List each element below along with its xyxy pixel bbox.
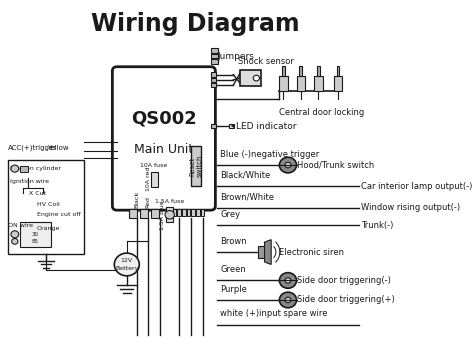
- Bar: [337, 66, 339, 76]
- Bar: [317, 66, 320, 76]
- Bar: [19, 166, 28, 172]
- Bar: [211, 48, 218, 53]
- Text: 1.5A fuse: 1.5A fuse: [155, 199, 184, 204]
- Text: Brown/White: Brown/White: [220, 192, 274, 201]
- Text: Main Unit: Main Unit: [134, 143, 193, 156]
- Bar: [211, 72, 216, 77]
- Bar: [191, 209, 195, 216]
- Text: ON wire: ON wire: [8, 223, 33, 228]
- Text: Reset
switch: Reset switch: [190, 155, 202, 177]
- Text: 12V: 12V: [121, 258, 133, 263]
- Bar: [240, 70, 262, 86]
- Text: Hood/Trunk switch: Hood/Trunk switch: [297, 160, 374, 170]
- Circle shape: [279, 292, 297, 308]
- Bar: [151, 172, 158, 187]
- Text: LED indicator: LED indicator: [236, 121, 297, 131]
- Bar: [177, 209, 181, 216]
- Text: Blue (-)negative trigger: Blue (-)negative trigger: [220, 150, 319, 159]
- Text: Green: Green: [220, 265, 246, 274]
- Text: 85: 85: [32, 239, 38, 244]
- Text: Engine cut off: Engine cut off: [37, 212, 81, 217]
- Text: Black: Black: [135, 191, 140, 208]
- Circle shape: [253, 75, 259, 81]
- Bar: [140, 209, 148, 218]
- Bar: [166, 207, 173, 222]
- Bar: [211, 124, 216, 128]
- Text: Wiring Diagram: Wiring Diagram: [91, 12, 300, 37]
- Text: Orange: Orange: [37, 226, 61, 231]
- Circle shape: [285, 278, 291, 283]
- Text: Central door locking: Central door locking: [279, 108, 364, 117]
- Circle shape: [114, 253, 139, 276]
- Bar: [282, 66, 284, 76]
- Text: Car interior lamp output(-): Car interior lamp output(-): [361, 182, 472, 191]
- Circle shape: [11, 231, 19, 238]
- Text: X Cut: X Cut: [29, 191, 46, 196]
- Circle shape: [285, 162, 291, 168]
- Bar: [129, 209, 137, 218]
- Text: HV Coil: HV Coil: [37, 202, 60, 207]
- Circle shape: [165, 211, 174, 219]
- Text: Electronic siren: Electronic siren: [279, 247, 344, 257]
- Bar: [279, 76, 288, 91]
- Circle shape: [279, 157, 297, 173]
- Text: 10A red: 10A red: [146, 167, 151, 191]
- Bar: [211, 59, 218, 64]
- Bar: [229, 124, 234, 128]
- Polygon shape: [231, 125, 234, 127]
- Text: Trunk(-): Trunk(-): [361, 221, 393, 230]
- Bar: [173, 209, 176, 216]
- Bar: [211, 78, 216, 82]
- Text: 10A fuse: 10A fuse: [140, 163, 168, 168]
- Circle shape: [11, 165, 19, 172]
- Circle shape: [279, 273, 297, 288]
- Bar: [314, 76, 323, 91]
- Circle shape: [285, 297, 291, 303]
- Text: 30: 30: [32, 232, 38, 237]
- Text: Brown: Brown: [220, 237, 247, 246]
- Text: white (+)input spare wire: white (+)input spare wire: [220, 310, 328, 318]
- Bar: [196, 209, 200, 216]
- Text: 1.5A blue: 1.5A blue: [160, 200, 165, 230]
- Bar: [191, 146, 201, 186]
- Text: ACC(+)trigger: ACC(+)trigger: [8, 144, 57, 151]
- Text: Ignition wire: Ignition wire: [10, 179, 49, 184]
- Bar: [297, 76, 305, 91]
- FancyBboxPatch shape: [112, 67, 215, 210]
- Text: Jumpers: Jumpers: [217, 51, 254, 61]
- Text: Purple: Purple: [220, 285, 247, 294]
- Bar: [334, 76, 342, 91]
- Bar: [201, 209, 204, 216]
- Bar: [182, 209, 186, 216]
- Bar: [8, 160, 84, 254]
- Bar: [211, 83, 216, 87]
- Text: Black/White: Black/White: [220, 171, 271, 180]
- Bar: [19, 222, 51, 247]
- Text: Red: Red: [146, 196, 151, 208]
- Circle shape: [12, 239, 18, 244]
- Bar: [257, 246, 264, 258]
- Text: Grey: Grey: [220, 210, 241, 219]
- Text: Side door triggering(-): Side door triggering(-): [297, 276, 391, 285]
- Bar: [211, 54, 218, 58]
- Text: Ignition cylinder: Ignition cylinder: [10, 166, 61, 171]
- Text: QS002: QS002: [131, 109, 197, 127]
- Text: Shock sensor: Shock sensor: [238, 58, 294, 66]
- Text: Window rising output(-): Window rising output(-): [361, 203, 460, 212]
- Text: Yellow: Yellow: [47, 145, 68, 151]
- Text: Battery: Battery: [115, 266, 138, 271]
- Bar: [151, 209, 159, 218]
- Text: Side door triggering(+): Side door triggering(+): [297, 295, 395, 305]
- Polygon shape: [264, 240, 271, 264]
- Bar: [300, 66, 302, 76]
- Bar: [168, 209, 172, 216]
- Bar: [186, 209, 191, 216]
